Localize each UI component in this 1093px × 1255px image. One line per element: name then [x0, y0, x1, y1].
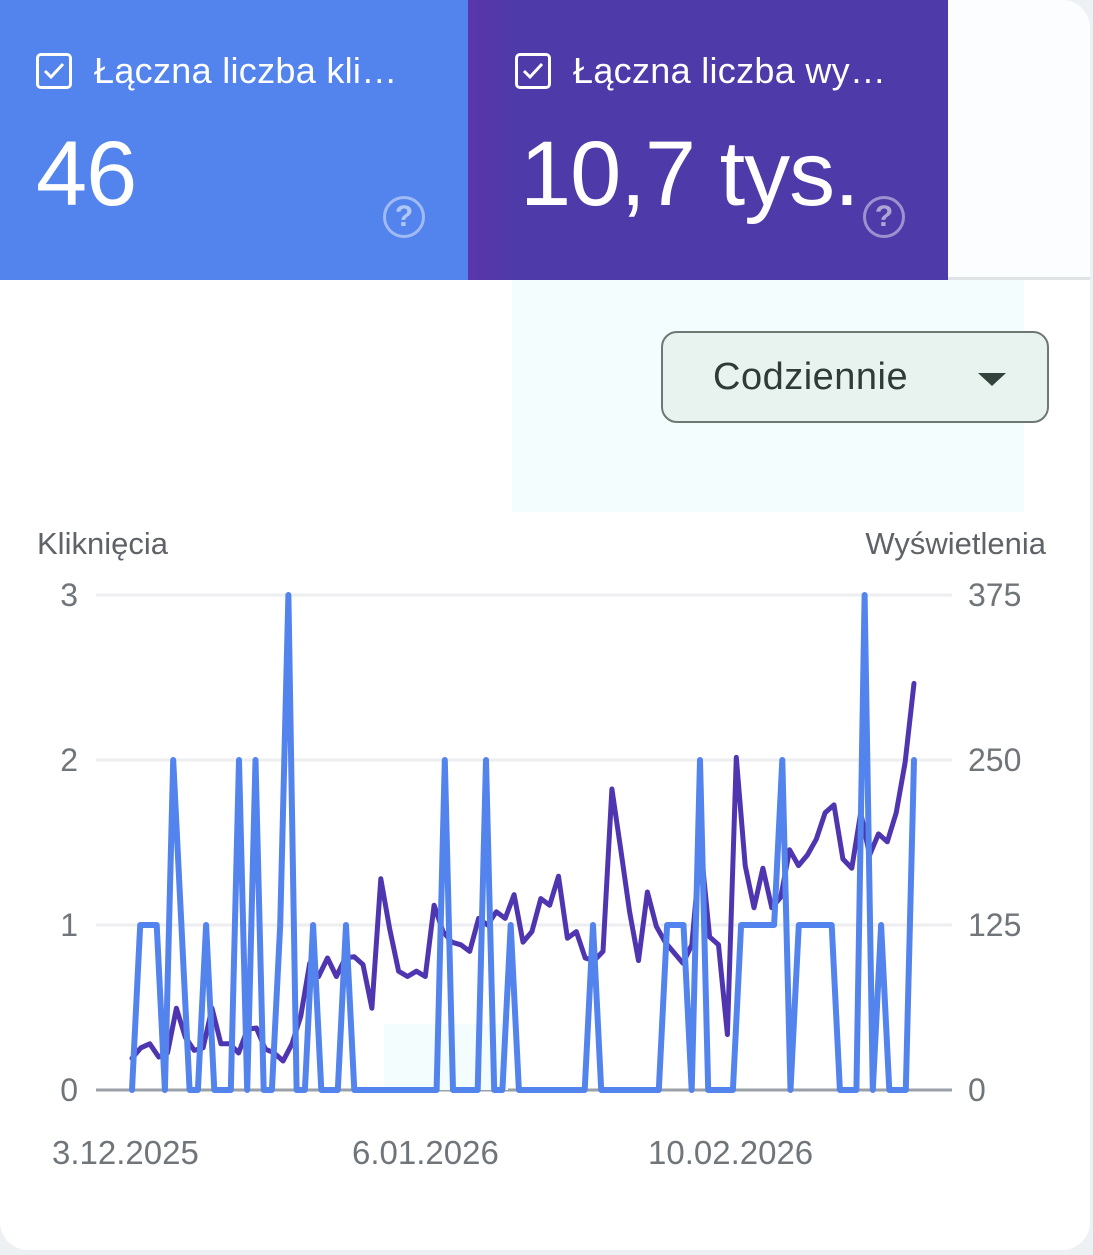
left-axis-title: Kliknięcia [37, 526, 168, 561]
metric-tiles: Łączna liczba kli… 46 ? Łączna liczba wy… [0, 0, 1090, 280]
granularity-dropdown[interactable]: Codziennie [661, 331, 1049, 423]
right-tick: 250 [968, 742, 1022, 778]
impressions-metric-tile[interactable]: Łączna liczba wy… 10,7 tys. ? [468, 0, 948, 280]
checkmark-icon [522, 62, 544, 80]
right-tick: 0 [968, 1072, 986, 1108]
x-tick: 6.01.2026 [352, 1134, 499, 1171]
clicks-metric-tile[interactable]: Łączna liczba kli… 46 ? [0, 0, 468, 280]
left-tick: 3 [60, 577, 78, 613]
left-tick: 2 [60, 742, 78, 778]
impressions-tile-label: Łączna liczba wy… [573, 50, 887, 91]
clicks-checkbox[interactable] [36, 53, 72, 89]
granularity-selected: Codziennie [713, 355, 909, 398]
x-tick: 3.12.2025 [52, 1134, 199, 1171]
gridlines [96, 593, 952, 1092]
left-tick: 0 [60, 1072, 78, 1108]
caret-down-icon [978, 373, 1006, 386]
right-tick: 125 [968, 907, 1022, 943]
clicks-series-line [129, 592, 917, 1093]
x-tick: 10.02.2026 [648, 1134, 814, 1171]
checkmark-icon [43, 62, 65, 80]
clicks-total-value: 46 [36, 123, 137, 225]
right-tick: 375 [968, 577, 1022, 613]
right-axis-title: Wyświetlenia [865, 526, 1046, 561]
impressions-total-value: 10,7 tys. [520, 123, 860, 225]
impressions-checkbox[interactable] [515, 53, 551, 89]
question-circle-icon[interactable]: ? [863, 196, 905, 238]
question-circle-icon[interactable]: ? [383, 196, 425, 238]
left-tick: 1 [60, 907, 78, 943]
clicks-tile-label: Łączna liczba kli… [94, 50, 398, 91]
next-metric-tile-partial[interactable] [948, 0, 1090, 280]
